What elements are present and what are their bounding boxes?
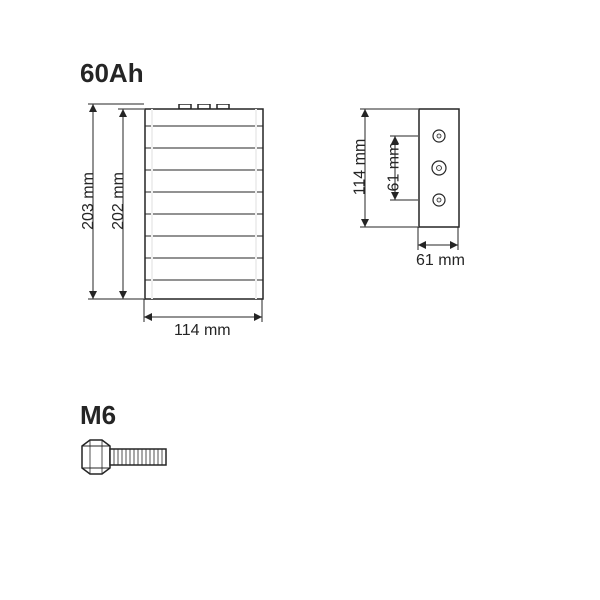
front-dimensions [78, 100, 278, 340]
dim-203: 203 mm [80, 172, 98, 230]
dim-114-front: 114 mm [174, 322, 231, 340]
dim-61-v: 61 mm [385, 143, 403, 192]
dim-61-h: 61 mm [416, 252, 465, 270]
bolt-m6 [80, 438, 170, 478]
dim-114-side: 114 mm [351, 139, 369, 196]
title-capacity: 60Ah [80, 58, 144, 89]
title-bolt: M6 [80, 400, 116, 431]
dim-202: 202 mm [110, 172, 128, 230]
